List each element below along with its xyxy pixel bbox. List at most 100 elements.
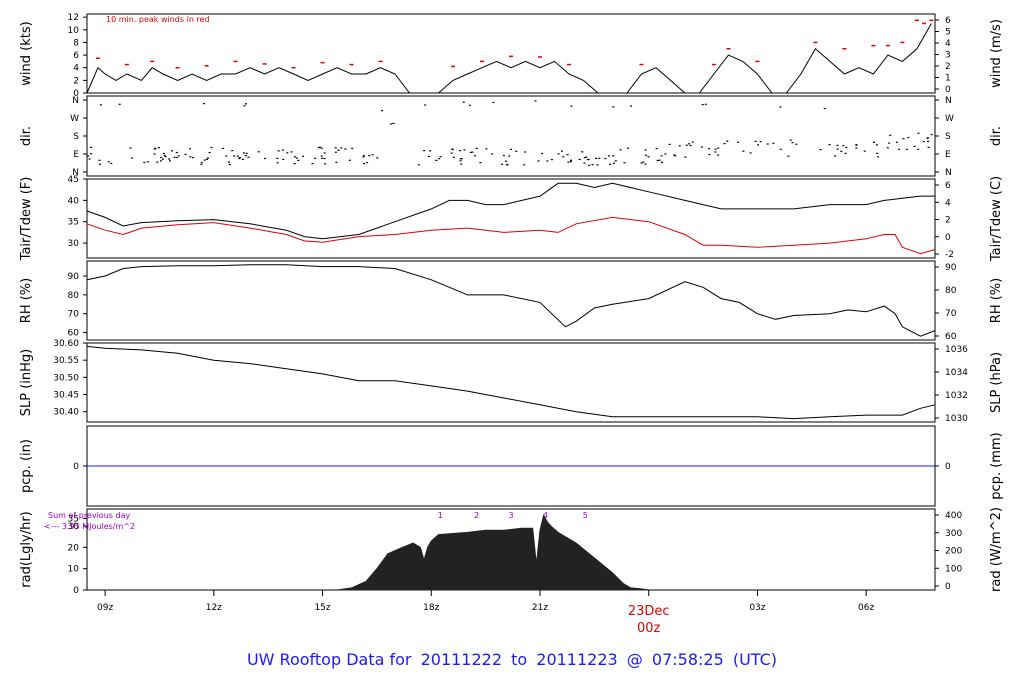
ylabel-left-dir: dir. xyxy=(19,126,34,146)
direction-point xyxy=(889,134,892,136)
direction-point xyxy=(546,160,549,162)
direction-point xyxy=(87,155,90,157)
direction-point xyxy=(297,159,300,161)
direction-point xyxy=(581,151,584,153)
direction-point xyxy=(439,156,442,158)
ytick-label-left-pcp: 0 xyxy=(73,462,79,472)
direction-point xyxy=(700,146,703,148)
ytick-label-right-RH: 60 xyxy=(945,332,957,342)
ylabel-left-RH: RH (%) xyxy=(19,278,34,323)
direction-point xyxy=(286,152,289,154)
direction-point xyxy=(460,158,463,160)
direction-point xyxy=(668,143,671,145)
direction-point xyxy=(523,164,526,166)
direction-point xyxy=(146,161,149,163)
ytick-label-right-SLP: 1032 xyxy=(945,391,968,401)
direction-point xyxy=(264,157,267,160)
direction-point xyxy=(834,155,837,157)
direction-point xyxy=(231,150,234,152)
footer-tz: (UTC) xyxy=(732,650,778,669)
ytick-label-left-RH: 80 xyxy=(68,291,80,301)
direction-point xyxy=(107,161,110,163)
direction-point xyxy=(583,162,586,164)
direction-point xyxy=(161,158,164,160)
direction-point xyxy=(863,150,866,152)
direction-point xyxy=(855,144,858,146)
rad-annotation-line1: Sum of previous day xyxy=(48,511,130,520)
ytick-label-right-wind: 2 xyxy=(945,62,951,72)
ytick-label-right-rad: 400 xyxy=(945,511,962,521)
ytick-label-right-wind: 3 xyxy=(945,51,951,61)
direction-point xyxy=(598,157,601,159)
direction-point xyxy=(704,103,707,105)
direction-point xyxy=(898,148,901,150)
direction-point xyxy=(570,159,572,161)
ytick-label-right-temperature: 2 xyxy=(945,216,951,226)
direction-point xyxy=(757,144,760,146)
panel-frame-dir xyxy=(86,95,936,177)
radiation-area xyxy=(337,514,649,591)
direction-point xyxy=(836,144,839,146)
direction-point xyxy=(340,147,343,149)
direction-point xyxy=(557,153,560,155)
direction-point xyxy=(334,147,337,149)
direction-point xyxy=(717,147,720,149)
direction-point xyxy=(642,161,645,163)
direction-point xyxy=(242,152,245,154)
rad-annotation-line2: <--- 3.95 MJoules/m^2 xyxy=(44,522,135,531)
direction-point xyxy=(840,150,843,152)
ytick-label-right-rad: 200 xyxy=(945,547,962,557)
rad-hour-marker: 1 xyxy=(438,511,443,520)
footer-time: 07:58:25 xyxy=(651,650,724,669)
direction-point xyxy=(895,141,898,143)
direction-point xyxy=(485,148,488,150)
direction-point xyxy=(189,156,192,158)
ytick-label-left-RH: 90 xyxy=(68,272,80,282)
direction-point xyxy=(902,138,905,140)
direction-point xyxy=(644,149,647,151)
direction-point xyxy=(192,157,194,159)
ytick-label-right-rad: 300 xyxy=(945,529,962,539)
direction-point xyxy=(236,155,239,157)
ytick-label-left-RH: 70 xyxy=(68,310,80,320)
xtick-label: 03z xyxy=(749,603,765,613)
direction-point xyxy=(281,149,284,151)
direction-point xyxy=(766,143,769,145)
direction-point xyxy=(588,164,591,166)
ylabel-left-SLP: SLP (inHg) xyxy=(19,349,34,417)
direction-point xyxy=(200,163,203,165)
direction-point xyxy=(210,146,213,149)
direction-point xyxy=(685,144,688,146)
direction-point xyxy=(772,142,775,144)
day-hour-label: 00z xyxy=(637,621,661,636)
direction-point xyxy=(501,163,504,165)
direction-point xyxy=(687,143,690,145)
direction-point xyxy=(537,160,540,162)
xtick-label: 21z xyxy=(532,603,548,613)
direction-point xyxy=(276,162,279,164)
direction-point xyxy=(222,147,225,149)
footer-end-date: 20111223 xyxy=(536,650,618,669)
footer-prefix: UW Rooftop Data for xyxy=(246,650,412,669)
direction-point xyxy=(907,136,910,139)
direction-point xyxy=(569,161,572,163)
ylabel-right-pcp: pcp. (mm) xyxy=(989,432,1004,499)
direction-point xyxy=(614,160,617,162)
direction-point xyxy=(381,110,384,112)
ytick-label-right-rad: 100 xyxy=(945,564,962,574)
direction-point xyxy=(244,155,247,157)
direction-point xyxy=(293,163,296,165)
ylabel-right-wind: wind (m/s) xyxy=(989,19,1004,88)
direction-point xyxy=(913,145,916,147)
direction-point xyxy=(708,148,711,150)
ylabel-right-temperature: Tair/Tdew (C) xyxy=(989,176,1004,262)
direction-point xyxy=(604,158,607,160)
direction-point xyxy=(596,164,599,166)
direction-point xyxy=(917,132,920,134)
direction-point xyxy=(90,153,93,155)
footer-start-date: 20111222 xyxy=(420,650,503,669)
direction-point xyxy=(930,133,933,136)
direction-point xyxy=(515,150,518,152)
direction-point xyxy=(566,154,569,156)
direction-point xyxy=(452,156,455,158)
